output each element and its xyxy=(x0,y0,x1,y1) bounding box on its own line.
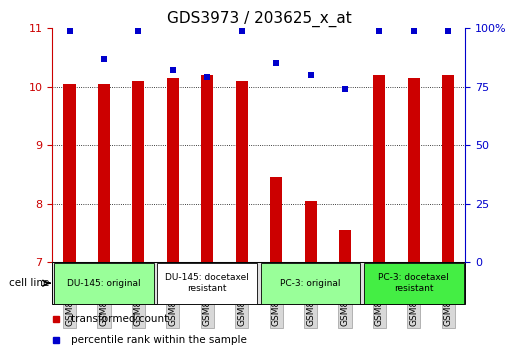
FancyBboxPatch shape xyxy=(364,263,464,304)
Point xyxy=(410,28,418,34)
Point xyxy=(134,28,143,34)
Text: DU-145: docetaxel
resistant: DU-145: docetaxel resistant xyxy=(165,274,249,293)
Point xyxy=(375,28,383,34)
FancyBboxPatch shape xyxy=(54,263,154,304)
Text: cell line: cell line xyxy=(9,278,50,288)
Bar xyxy=(304,201,316,262)
Bar xyxy=(408,78,420,262)
Point xyxy=(341,86,349,92)
Point xyxy=(100,56,108,62)
Bar xyxy=(339,230,351,262)
Bar xyxy=(98,84,110,262)
Point xyxy=(306,72,315,78)
FancyBboxPatch shape xyxy=(157,263,257,304)
Point xyxy=(444,28,452,34)
Point xyxy=(272,61,280,66)
Bar xyxy=(236,81,248,262)
Text: transformed count: transformed count xyxy=(71,314,168,324)
Text: DU-145: original: DU-145: original xyxy=(67,279,141,288)
Bar xyxy=(270,177,282,262)
FancyBboxPatch shape xyxy=(52,262,465,304)
Text: PC-3: docetaxel
resistant: PC-3: docetaxel resistant xyxy=(379,274,449,293)
Point xyxy=(203,75,211,80)
Bar xyxy=(167,78,179,262)
Text: percentile rank within the sample: percentile rank within the sample xyxy=(71,335,247,345)
Point xyxy=(237,28,246,34)
Bar xyxy=(442,75,454,262)
Bar xyxy=(63,84,75,262)
Bar xyxy=(201,75,213,262)
Point xyxy=(65,28,74,34)
Bar xyxy=(132,81,144,262)
FancyBboxPatch shape xyxy=(260,263,360,304)
Text: PC-3: original: PC-3: original xyxy=(280,279,341,288)
Point xyxy=(168,68,177,73)
Bar xyxy=(373,75,385,262)
Title: GDS3973 / 203625_x_at: GDS3973 / 203625_x_at xyxy=(166,11,351,27)
